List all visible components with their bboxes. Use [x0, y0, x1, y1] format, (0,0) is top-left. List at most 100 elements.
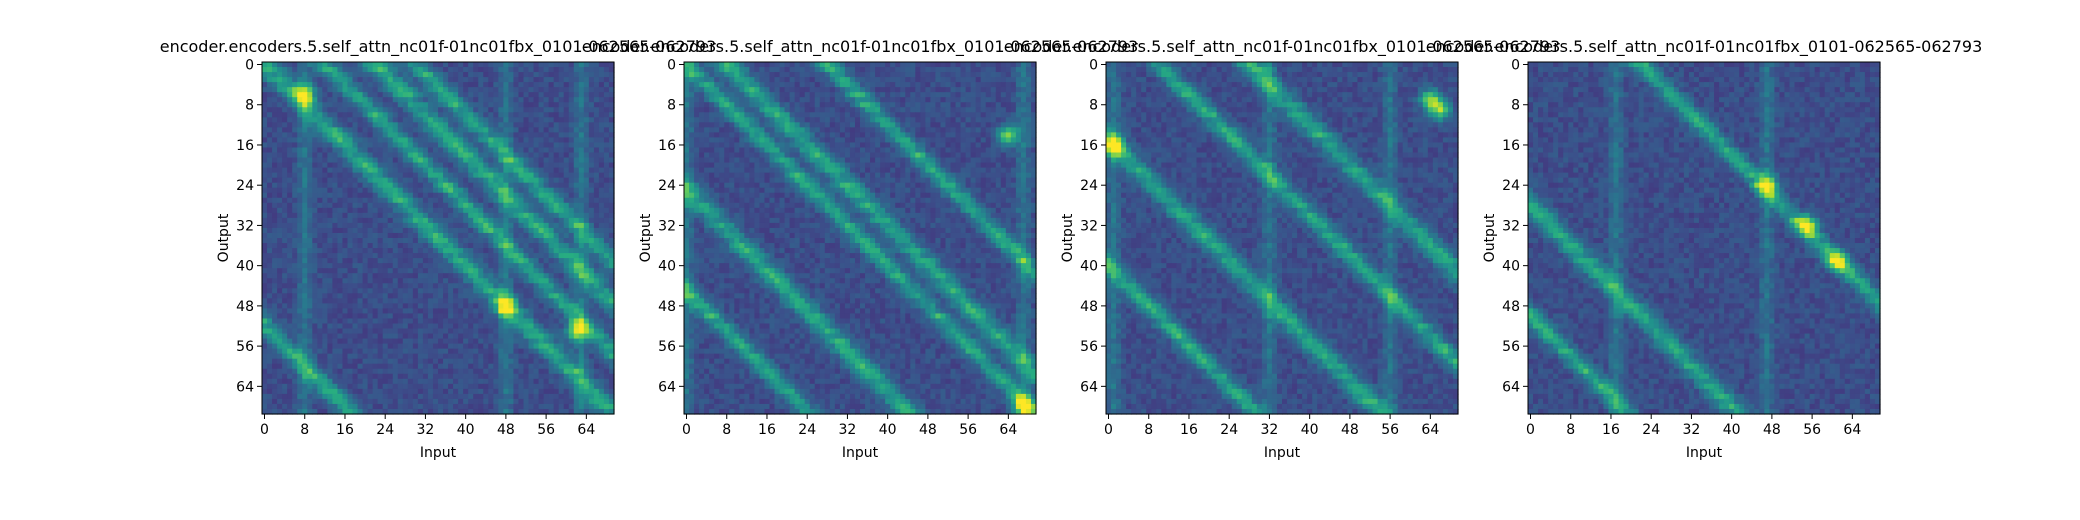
heatmap-cell [382, 77, 389, 83]
heatmap-cell [488, 202, 494, 209]
heatmap-cell [463, 192, 469, 199]
heatmap-cell [302, 403, 308, 410]
heatmap-cell [548, 263, 555, 269]
heatmap-cell [478, 182, 484, 189]
heatmap-cell [448, 182, 454, 189]
heatmap-cell [317, 303, 323, 309]
heatmap-cell [538, 328, 545, 335]
heatmap-cell [438, 328, 444, 335]
heatmap-cell [372, 87, 379, 93]
heatmap-cell [513, 182, 520, 189]
heatmap-cell [603, 77, 610, 83]
heatmap-cell [548, 177, 555, 184]
heatmap-cell [282, 363, 288, 370]
heatmap-cell [448, 308, 454, 315]
heatmap-cell [463, 157, 469, 164]
heatmap-cell [387, 107, 394, 113]
heatmap-cell [272, 232, 278, 239]
heatmap-cell [392, 77, 399, 83]
heatmap-cell [347, 308, 354, 315]
heatmap-cell [332, 398, 339, 405]
heatmap-cell [463, 202, 469, 209]
heatmap-cell [478, 202, 484, 209]
heatmap-cell [277, 137, 283, 144]
heatmap-cell [528, 273, 535, 279]
heatmap-cell [488, 122, 494, 128]
heatmap-cell [563, 323, 570, 330]
heatmap-cell [598, 92, 605, 98]
heatmap-cell [538, 398, 545, 405]
heatmap-cell [317, 383, 323, 390]
heatmap-cell [598, 368, 605, 375]
heatmap-cell [367, 378, 374, 385]
heatmap-cell [267, 338, 273, 345]
heatmap-cell [347, 232, 354, 239]
heatmap-cell [422, 152, 429, 159]
heatmap-cell [588, 132, 595, 139]
heatmap-cell [513, 378, 520, 385]
heatmap-cell [438, 398, 444, 405]
heatmap-cell [478, 97, 484, 103]
heatmap-cell [392, 177, 399, 184]
heatmap-cell [583, 62, 590, 68]
heatmap-cell [493, 348, 499, 355]
heatmap-cell [533, 62, 540, 68]
heatmap-cell [563, 368, 570, 375]
heatmap-cell [483, 378, 489, 385]
heatmap-cell [608, 238, 615, 244]
heatmap-cell [297, 62, 303, 68]
heatmap-cell [518, 62, 525, 68]
heatmap-cell [448, 137, 454, 144]
heatmap-cell [267, 112, 273, 118]
heatmap-cell [463, 102, 469, 108]
heatmap-cell [543, 253, 550, 259]
heatmap-cell [548, 167, 555, 174]
heatmap-cell [518, 328, 525, 335]
heatmap-cell [463, 393, 469, 400]
heatmap-cell [503, 77, 509, 83]
heatmap-cell [367, 248, 374, 254]
heatmap-cell [312, 343, 318, 350]
heatmap-cell [272, 288, 278, 294]
heatmap-cell [438, 77, 444, 83]
heatmap-cell [392, 217, 399, 224]
heatmap-cell [397, 278, 404, 284]
heatmap-cell [608, 318, 615, 325]
heatmap-cell [342, 77, 349, 83]
heatmap-cell [322, 243, 328, 249]
heatmap-cell [443, 378, 449, 385]
heatmap-cell [367, 102, 374, 108]
heatmap-cell [422, 253, 429, 259]
heatmap-cell [297, 172, 303, 179]
heatmap-cell [558, 202, 565, 209]
heatmap-cell [453, 202, 459, 209]
heatmap-cell [412, 137, 419, 144]
heatmap-cell [352, 187, 359, 194]
heatmap-cell [432, 298, 439, 304]
heatmap-cell [312, 142, 318, 149]
heatmap-cell [573, 97, 580, 103]
heatmap-cell [417, 278, 424, 284]
heatmap-cell [287, 308, 293, 315]
heatmap-cell [382, 62, 389, 68]
heatmap-cell [387, 72, 394, 78]
heatmap-cell [498, 217, 504, 224]
heatmap-cell [498, 288, 504, 294]
heatmap-cell [327, 132, 333, 139]
heatmap-cell [458, 303, 464, 309]
heatmap-cell [438, 393, 444, 400]
heatmap-cell [277, 253, 283, 259]
heatmap-cell [287, 293, 293, 299]
heatmap-cell [488, 232, 494, 239]
heatmap-cell [463, 217, 469, 224]
heatmap-cell [553, 368, 560, 375]
heatmap-cell [548, 212, 555, 219]
heatmap-cell [538, 243, 545, 249]
heatmap-cell [448, 217, 454, 224]
heatmap-cell [548, 187, 555, 194]
heatmap-cell [307, 248, 313, 254]
heatmap-cell [262, 167, 268, 174]
heatmap-cell [357, 72, 364, 78]
heatmap-cell [282, 147, 288, 154]
heatmap-cell [543, 167, 550, 174]
